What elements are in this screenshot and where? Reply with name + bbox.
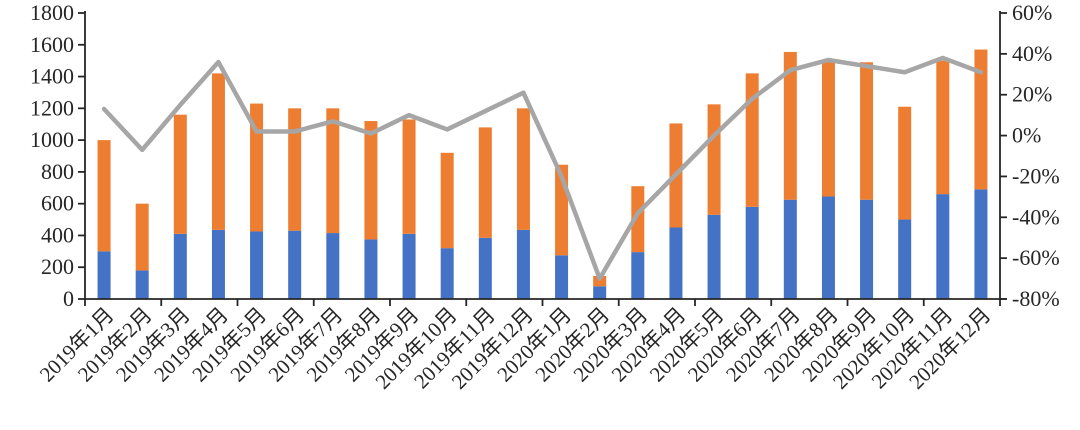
bar-segment-orange (516, 108, 530, 230)
right-axis-tick-label: 40% (1012, 41, 1052, 66)
left-axis-tick-label: 1400 (30, 64, 74, 89)
right-axis-tick-label: 0% (1012, 123, 1041, 148)
bar-segment-orange (478, 127, 492, 238)
bar-segment-orange (288, 108, 302, 231)
left-axis-tick-label: 800 (41, 159, 74, 184)
bar-segment-orange (821, 59, 835, 197)
bar-segment-orange (440, 152, 454, 249)
bar-segment-orange (326, 108, 340, 234)
right-axis-tick-label: 20% (1012, 82, 1052, 107)
bar-segment-blue (288, 230, 302, 299)
bar-segment-blue (326, 233, 340, 299)
bar-segment-blue (555, 255, 569, 299)
bar-segment-orange (402, 119, 416, 234)
bar-segment-blue (364, 239, 378, 299)
left-axis-tick-label: 1600 (30, 32, 74, 57)
bar-segment-orange (211, 73, 225, 230)
bar-segment-blue (936, 194, 950, 299)
bar-segment-orange (250, 103, 264, 232)
left-axis-tick-label: 1200 (30, 95, 74, 120)
left-axis-tick-label: 1800 (30, 0, 74, 25)
bar-segment-orange (936, 60, 950, 195)
bar-segment-orange (745, 73, 759, 207)
bar-segment-blue (745, 206, 759, 299)
right-axis-tick-label: -40% (1012, 204, 1060, 229)
right-axis-tick-label: -20% (1012, 163, 1060, 188)
bar-segment-orange (135, 203, 149, 271)
bar-segment-orange (631, 186, 645, 253)
right-axis-tick-label: -80% (1012, 286, 1060, 311)
bar-segment-blue (783, 199, 797, 299)
left-axis-tick-label: 0 (63, 286, 74, 311)
bar-segment-blue (516, 229, 530, 299)
bar-segment-orange (364, 121, 378, 240)
bar-segment-orange (173, 114, 187, 234)
bar-segment-orange (860, 62, 874, 200)
bar-segment-orange (97, 140, 111, 252)
bar-segment-blue (250, 231, 264, 299)
bar-segment-orange (898, 106, 912, 220)
right-axis-tick-label: 60% (1012, 0, 1052, 25)
bar-segment-orange (707, 104, 721, 215)
bar-segment-blue (707, 214, 721, 299)
bar-segment-blue (440, 248, 454, 299)
left-axis-tick-label: 1000 (30, 127, 74, 152)
bar-segment-blue (211, 229, 225, 299)
bar-segment-blue (173, 233, 187, 299)
bar-segment-blue (402, 233, 416, 299)
left-axis-tick-label: 200 (41, 254, 74, 279)
bar-segment-blue (898, 219, 912, 299)
bar-segment-blue (821, 196, 835, 299)
bar-segment-blue (631, 252, 645, 299)
bar-segment-blue (135, 270, 149, 299)
bar-segment-blue (669, 227, 683, 299)
left-axis-tick-label: 600 (41, 191, 74, 216)
trend-line (101, 55, 984, 281)
bar-segment-orange (974, 49, 988, 190)
left-axis-tick-label: 400 (41, 222, 74, 247)
bar-segment-blue (478, 237, 492, 299)
bar-segment-orange (783, 51, 797, 200)
bar-segment-blue (593, 286, 607, 299)
bar-segment-orange (593, 275, 607, 287)
right-axis-tick-label: -60% (1012, 245, 1060, 270)
bar-segment-blue (860, 199, 874, 299)
bar-segment-blue (97, 251, 111, 299)
bar-segment-blue (974, 189, 988, 299)
